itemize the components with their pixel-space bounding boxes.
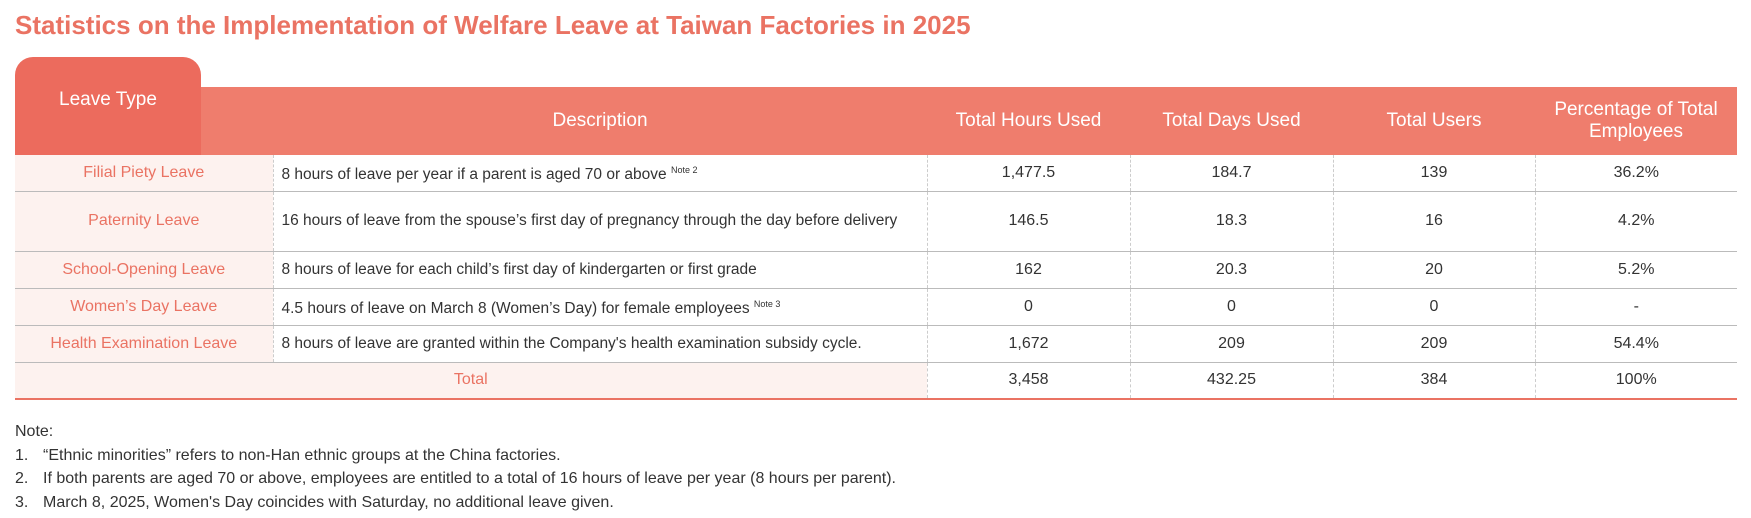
cell-users: 16 <box>1332 191 1535 252</box>
header-band: Description Total Hours Used Total Days Us… <box>15 87 1737 155</box>
cell-days: 209 <box>1129 325 1333 363</box>
column-header: Total Days Used <box>1162 110 1301 131</box>
leave-type: Women’s Day Leave <box>15 288 273 326</box>
column-header: Description <box>552 110 648 131</box>
total-label: Total <box>15 362 927 400</box>
cell-percentage: 5.2% <box>1534 251 1737 289</box>
total-users: 384 <box>1332 362 1535 400</box>
total-days: 432.25 <box>1129 362 1333 400</box>
description: 8 hours of leave for each child’s first … <box>272 251 927 289</box>
header-tab: Leave Type <box>15 57 201 155</box>
title: Statistics on the Implementation of Welf… <box>15 10 971 40</box>
description: 8 hours of leave are granted within the … <box>272 325 927 363</box>
table: Filial Piety Leave 8 hours of leave per y… <box>15 155 1737 400</box>
description-text: 8 hours of leave are granted within the … <box>281 334 862 352</box>
description: 8 hours of leave per year if a parent is… <box>272 155 927 192</box>
cell-hours: 162 <box>926 251 1130 289</box>
description: 16 hours of leave from the spouse’s firs… <box>272 191 927 252</box>
description-text: 4.5 hours of leave on March 8 (Women’s D… <box>281 300 750 318</box>
cell-percentage: 36.2% <box>1534 155 1737 192</box>
description-text: 8 hours of leave for each child’s first … <box>281 260 757 278</box>
table-body: Filial Piety Leave 8 hours of leave per y… <box>15 155 1737 400</box>
table-row: Filial Piety Leave 8 hours of leave per y… <box>15 155 1737 192</box>
leave-type: Filial Piety Leave <box>15 155 273 192</box>
note-ref: Note 2 <box>670 165 698 176</box>
cell-days: 0 <box>1129 288 1333 326</box>
cell-percentage: 4.2% <box>1534 191 1737 252</box>
column-header: Total Users <box>1386 110 1482 131</box>
cell-users: 20 <box>1332 251 1535 289</box>
cell-users: 0 <box>1332 288 1535 326</box>
cell-percentage: - <box>1534 288 1737 326</box>
note-number: 3. <box>15 493 29 511</box>
total-row: Total 3,458 432.25 384 100% <box>15 362 1737 400</box>
cell-users: 209 <box>1332 325 1535 363</box>
notes: Note: 1. “Ethnic minorities” refers to no… <box>15 420 896 514</box>
cell-days: 184.7 <box>1129 155 1333 192</box>
note-number: 2. <box>15 470 29 487</box>
column-header: Percentage of Total Employees <box>1554 99 1718 142</box>
description-text: 8 hours of leave per year if a parent is… <box>281 166 667 184</box>
note-text: If both parents are aged 70 or above, em… <box>43 470 896 487</box>
table-row: Paternity Leave 16 hours of leave from th… <box>15 191 1737 252</box>
total-hours: 3,458 <box>926 362 1130 400</box>
cell-hours: 1,477.5 <box>926 155 1130 192</box>
cell-hours: 146.5 <box>926 191 1130 252</box>
table-row: Women’s Day Leave 4.5 hours of leave on M… <box>15 288 1737 326</box>
leave-type: Health Examination Leave <box>15 325 273 363</box>
description-text: 16 hours of leave from the spouse’s firs… <box>281 212 898 229</box>
note-item: 1. “Ethnic minorities” refers to non-Han … <box>15 444 896 468</box>
table-row: Health Examination Leave 8 hours of leave… <box>15 325 1737 363</box>
note-number: 1. <box>15 446 29 464</box>
notes-heading: Note: <box>15 423 54 440</box>
table-row: School-Opening Leave 8 hours of leave for… <box>15 251 1737 289</box>
total-percentage: 100% <box>1534 362 1737 400</box>
cell-percentage: 54.4% <box>1534 325 1737 363</box>
column-header: Total Hours Used <box>955 110 1102 131</box>
cell-users: 139 <box>1332 155 1535 192</box>
leave-type: Paternity Leave <box>15 191 273 252</box>
description: 4.5 hours of leave on March 8 (Women’s D… <box>272 288 927 326</box>
note-text: “Ethnic minorities” refers to non-Han et… <box>43 446 561 464</box>
note-item: 2. If both parents are aged 70 or above, … <box>15 467 896 491</box>
leave-type: School-Opening Leave <box>15 251 273 289</box>
cell-days: 20.3 <box>1129 251 1333 289</box>
note-ref: Note 3 <box>753 298 781 309</box>
cell-hours: 0 <box>926 288 1130 326</box>
cell-hours: 1,672 <box>926 325 1130 363</box>
note-item: 3. March 8, 2025, Women's Day coincides w… <box>15 491 896 515</box>
note-text: March 8, 2025, Women's Day coincides wit… <box>43 493 614 511</box>
cell-days: 18.3 <box>1129 191 1333 252</box>
